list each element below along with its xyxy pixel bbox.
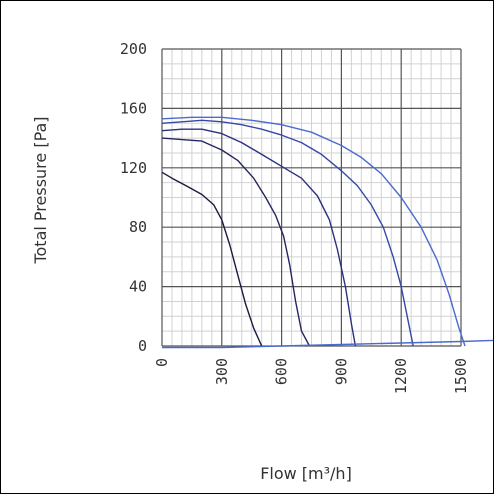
y-tick-label: 0 bbox=[138, 337, 147, 355]
major-grid bbox=[161, 48, 462, 347]
x-tick-label: 300 bbox=[213, 358, 231, 385]
minor-grid bbox=[162, 49, 461, 346]
y-tick-label: 40 bbox=[129, 278, 147, 296]
x-tick-label: 0 bbox=[153, 358, 171, 367]
y-tick-label: 200 bbox=[120, 40, 147, 58]
y-axis-label: Total Pressure [Pa] bbox=[31, 116, 50, 264]
series-line-3 bbox=[161, 128, 357, 347]
x-tick-labels: 0 300 600 900 1200 1500 bbox=[153, 358, 470, 394]
series-line-1 bbox=[161, 171, 263, 347]
series-line-4 bbox=[161, 119, 414, 347]
series-line-2 bbox=[161, 137, 311, 347]
x-tick-label: 900 bbox=[332, 358, 350, 385]
y-tick-label: 80 bbox=[129, 218, 147, 236]
y-tick-label: 160 bbox=[120, 99, 147, 117]
series-line-6 bbox=[162, 339, 493, 349]
y-tick-label: 120 bbox=[120, 159, 147, 177]
x-tick-label: 600 bbox=[273, 358, 291, 385]
x-axis-label: Flow [m³/h] bbox=[260, 464, 352, 483]
x-tick-label: 1200 bbox=[392, 358, 410, 394]
series-line-5 bbox=[161, 116, 466, 347]
y-tick-labels: 200 160 120 80 40 0 bbox=[120, 40, 147, 355]
series-layer bbox=[161, 116, 493, 349]
x-tick-label: 1500 bbox=[452, 358, 470, 394]
